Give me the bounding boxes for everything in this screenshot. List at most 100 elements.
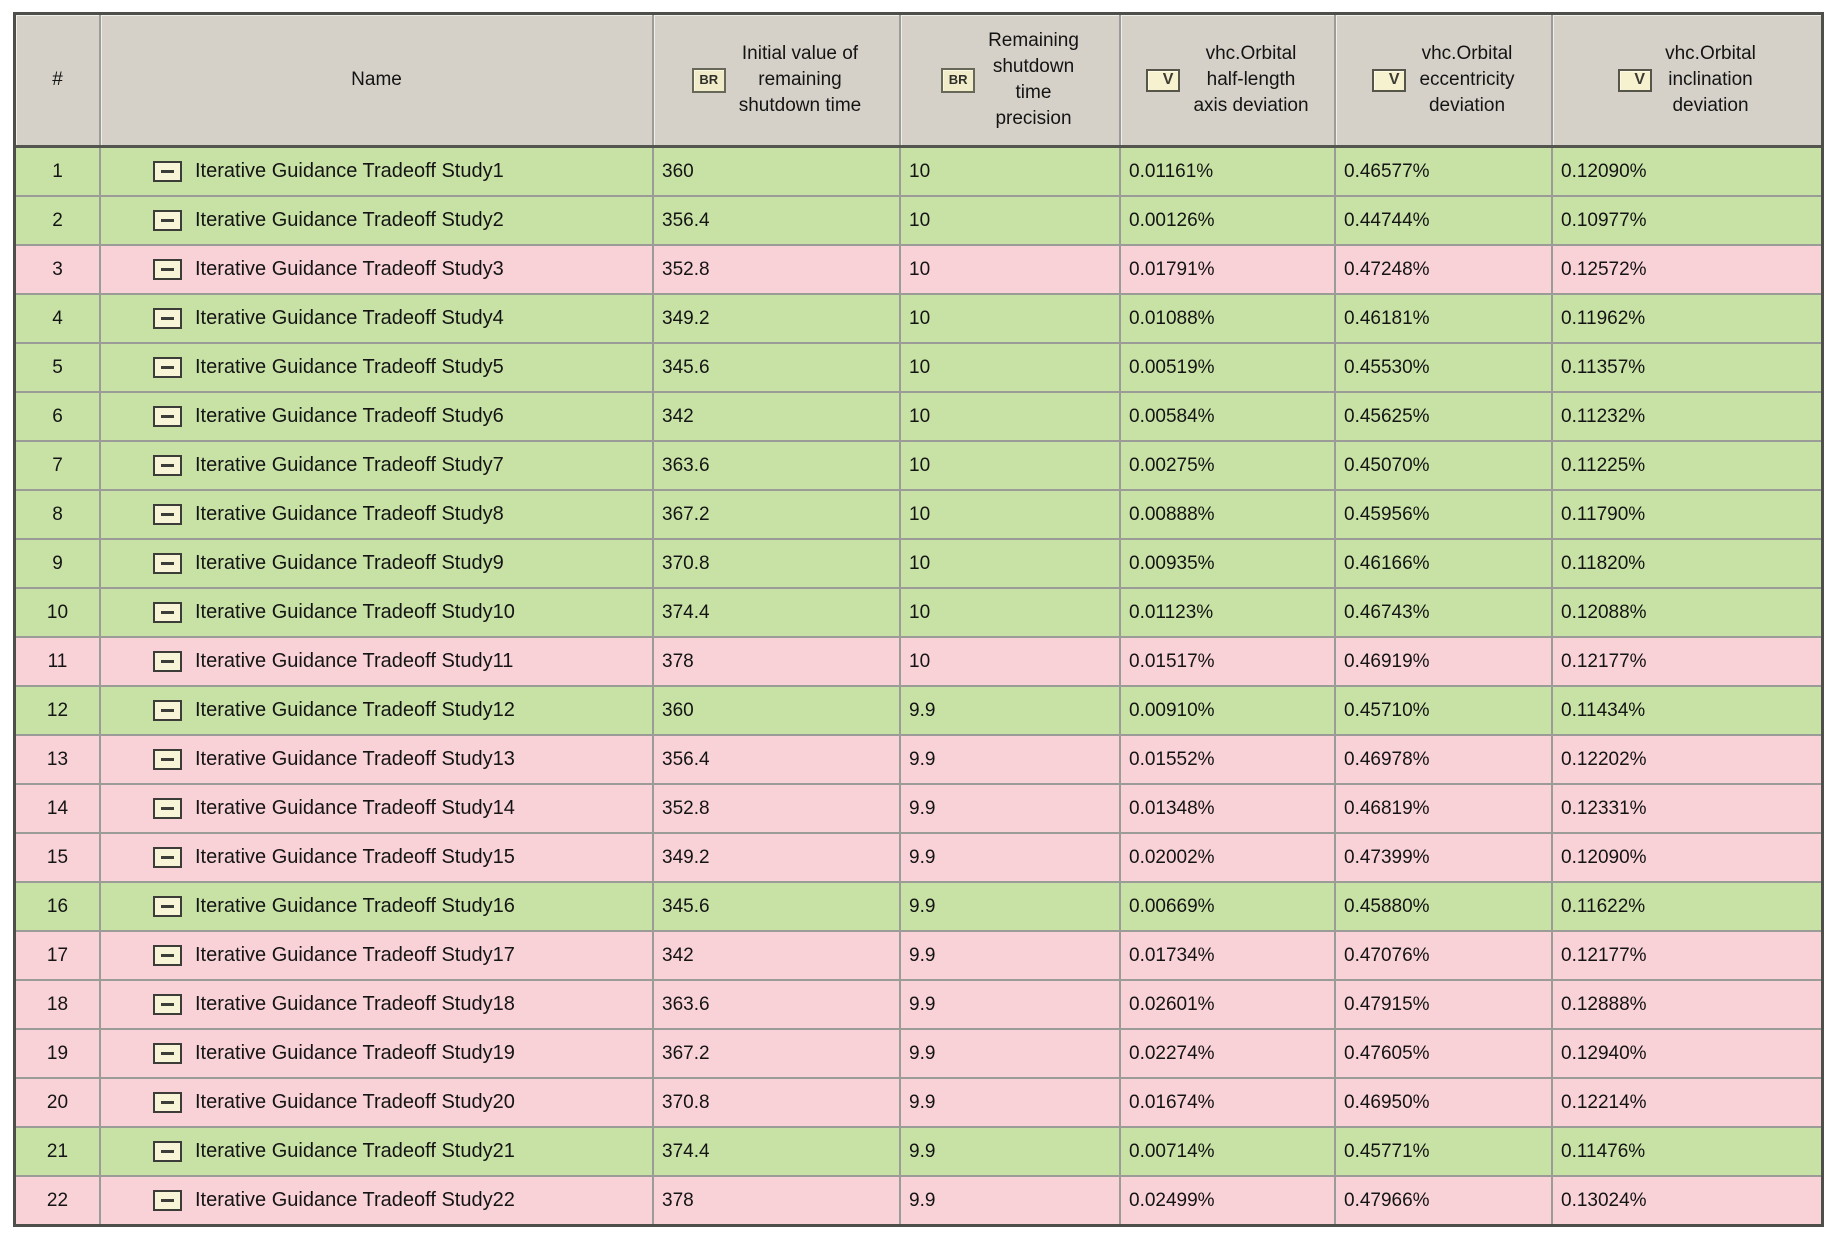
inclination-deviation-cell[interactable]: 0.11962% [1553,295,1821,342]
initial-shutdown-time-cell[interactable]: 342 [654,393,901,440]
half-length-deviation-cell[interactable]: 0.01161% [1121,148,1336,195]
row-number-cell[interactable]: 15 [16,834,101,881]
row-number-cell[interactable]: 8 [16,491,101,538]
inclination-deviation-cell[interactable]: 0.11434% [1553,687,1821,734]
eccentricity-deviation-cell[interactable]: 0.47248% [1336,246,1553,293]
row-name-cell[interactable]: Iterative Guidance Tradeoff Study22 [101,1177,654,1224]
collapse-icon[interactable] [153,847,182,868]
half-length-deviation-cell[interactable]: 0.00126% [1121,197,1336,244]
table-row[interactable]: 15 Iterative Guidance Tradeoff Study15 3… [16,834,1821,883]
inclination-deviation-cell[interactable]: 0.11232% [1553,393,1821,440]
table-row[interactable]: 14 Iterative Guidance Tradeoff Study14 3… [16,785,1821,834]
collapse-icon[interactable] [153,945,182,966]
table-row[interactable]: 8 Iterative Guidance Tradeoff Study8 367… [16,491,1821,540]
inclination-deviation-cell[interactable]: 0.12214% [1553,1079,1821,1126]
inclination-deviation-cell[interactable]: 0.11225% [1553,442,1821,489]
collapse-icon[interactable] [153,259,182,280]
collapse-icon[interactable] [153,308,182,329]
row-number-cell[interactable]: 22 [16,1177,101,1224]
initial-shutdown-time-cell[interactable]: 374.4 [654,589,901,636]
column-header-eccentricity-deviation[interactable]: V vhc.Orbital eccentricity deviation [1336,15,1553,145]
collapse-icon[interactable] [153,210,182,231]
collapse-icon[interactable] [153,406,182,427]
column-header-initial-shutdown-time[interactable]: BR Initial value of remaining shutdown t… [654,15,901,145]
collapse-icon[interactable] [153,455,182,476]
initial-shutdown-time-cell[interactable]: 367.2 [654,1030,901,1077]
collapse-icon[interactable] [153,1043,182,1064]
eccentricity-deviation-cell[interactable]: 0.46743% [1336,589,1553,636]
collapse-icon[interactable] [153,994,182,1015]
row-number-cell[interactable]: 2 [16,197,101,244]
half-length-deviation-cell[interactable]: 0.01123% [1121,589,1336,636]
shutdown-precision-cell[interactable]: 9.9 [901,1030,1121,1077]
half-length-deviation-cell[interactable]: 0.00888% [1121,491,1336,538]
shutdown-precision-cell[interactable]: 10 [901,148,1121,195]
row-number-cell[interactable]: 18 [16,981,101,1028]
row-name-cell[interactable]: Iterative Guidance Tradeoff Study9 [101,540,654,587]
row-name-cell[interactable]: Iterative Guidance Tradeoff Study7 [101,442,654,489]
inclination-deviation-cell[interactable]: 0.12177% [1553,638,1821,685]
table-row[interactable]: 11 Iterative Guidance Tradeoff Study11 3… [16,638,1821,687]
half-length-deviation-cell[interactable]: 0.02601% [1121,981,1336,1028]
inclination-deviation-cell[interactable]: 0.13024% [1553,1177,1821,1224]
initial-shutdown-time-cell[interactable]: 349.2 [654,834,901,881]
initial-shutdown-time-cell[interactable]: 342 [654,932,901,979]
eccentricity-deviation-cell[interactable]: 0.46978% [1336,736,1553,783]
collapse-icon[interactable] [153,749,182,770]
row-name-cell[interactable]: Iterative Guidance Tradeoff Study15 [101,834,654,881]
row-name-cell[interactable]: Iterative Guidance Tradeoff Study19 [101,1030,654,1077]
shutdown-precision-cell[interactable]: 10 [901,393,1121,440]
initial-shutdown-time-cell[interactable]: 352.8 [654,246,901,293]
collapse-icon[interactable] [153,700,182,721]
eccentricity-deviation-cell[interactable]: 0.44744% [1336,197,1553,244]
column-header-name[interactable]: Name [101,15,654,145]
eccentricity-deviation-cell[interactable]: 0.46577% [1336,148,1553,195]
table-row[interactable]: 2 Iterative Guidance Tradeoff Study2 356… [16,197,1821,246]
initial-shutdown-time-cell[interactable]: 356.4 [654,197,901,244]
collapse-icon[interactable] [153,1141,182,1162]
eccentricity-deviation-cell[interactable]: 0.47605% [1336,1030,1553,1077]
row-name-cell[interactable]: Iterative Guidance Tradeoff Study10 [101,589,654,636]
row-name-cell[interactable]: Iterative Guidance Tradeoff Study21 [101,1128,654,1175]
half-length-deviation-cell[interactable]: 0.02499% [1121,1177,1336,1224]
shutdown-precision-cell[interactable]: 9.9 [901,785,1121,832]
table-row[interactable]: 19 Iterative Guidance Tradeoff Study19 3… [16,1030,1821,1079]
inclination-deviation-cell[interactable]: 0.12572% [1553,246,1821,293]
row-number-cell[interactable]: 4 [16,295,101,342]
inclination-deviation-cell[interactable]: 0.12090% [1553,834,1821,881]
row-name-cell[interactable]: Iterative Guidance Tradeoff Study3 [101,246,654,293]
column-header-half-length-deviation[interactable]: V vhc.Orbital half-length axis deviation [1121,15,1336,145]
collapse-icon[interactable] [153,1190,182,1211]
eccentricity-deviation-cell[interactable]: 0.45880% [1336,883,1553,930]
row-number-cell[interactable]: 12 [16,687,101,734]
table-row[interactable]: 21 Iterative Guidance Tradeoff Study21 3… [16,1128,1821,1177]
row-name-cell[interactable]: Iterative Guidance Tradeoff Study8 [101,491,654,538]
inclination-deviation-cell[interactable]: 0.11820% [1553,540,1821,587]
initial-shutdown-time-cell[interactable]: 378 [654,1177,901,1224]
half-length-deviation-cell[interactable]: 0.00519% [1121,344,1336,391]
initial-shutdown-time-cell[interactable]: 352.8 [654,785,901,832]
row-name-cell[interactable]: Iterative Guidance Tradeoff Study5 [101,344,654,391]
shutdown-precision-cell[interactable]: 10 [901,491,1121,538]
half-length-deviation-cell[interactable]: 0.02274% [1121,1030,1336,1077]
table-row[interactable]: 3 Iterative Guidance Tradeoff Study3 352… [16,246,1821,295]
inclination-deviation-cell[interactable]: 0.11622% [1553,883,1821,930]
inclination-deviation-cell[interactable]: 0.12888% [1553,981,1821,1028]
row-number-cell[interactable]: 19 [16,1030,101,1077]
shutdown-precision-cell[interactable]: 9.9 [901,883,1121,930]
half-length-deviation-cell[interactable]: 0.00584% [1121,393,1336,440]
eccentricity-deviation-cell[interactable]: 0.45710% [1336,687,1553,734]
column-header-number[interactable]: # [16,15,101,145]
half-length-deviation-cell[interactable]: 0.01674% [1121,1079,1336,1126]
half-length-deviation-cell[interactable]: 0.01517% [1121,638,1336,685]
row-name-cell[interactable]: Iterative Guidance Tradeoff Study1 [101,148,654,195]
shutdown-precision-cell[interactable]: 10 [901,295,1121,342]
half-length-deviation-cell[interactable]: 0.01348% [1121,785,1336,832]
row-name-cell[interactable]: Iterative Guidance Tradeoff Study2 [101,197,654,244]
row-number-cell[interactable]: 10 [16,589,101,636]
initial-shutdown-time-cell[interactable]: 360 [654,687,901,734]
row-name-cell[interactable]: Iterative Guidance Tradeoff Study20 [101,1079,654,1126]
eccentricity-deviation-cell[interactable]: 0.46950% [1336,1079,1553,1126]
eccentricity-deviation-cell[interactable]: 0.46919% [1336,638,1553,685]
initial-shutdown-time-cell[interactable]: 367.2 [654,491,901,538]
